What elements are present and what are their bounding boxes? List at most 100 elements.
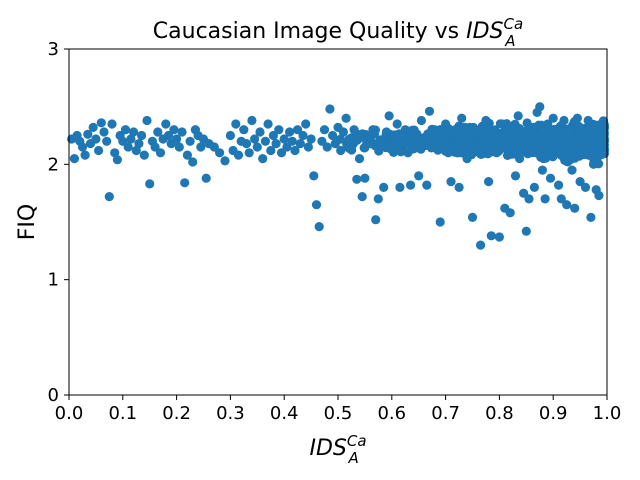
scatter-point	[282, 142, 292, 152]
x-tick-label: 0.7	[431, 403, 460, 424]
scatter-point	[177, 127, 187, 137]
scatter-point	[443, 148, 453, 158]
scatter-point	[411, 139, 421, 149]
scatter-point	[220, 156, 230, 166]
scatter-point	[513, 111, 523, 121]
y-tick-label: 0	[48, 385, 59, 406]
chart-title: Caucasian Image Quality vs IDSCa A	[153, 15, 523, 50]
scatter-point	[476, 240, 486, 250]
scatter-point	[524, 194, 534, 204]
scatter-point	[271, 139, 281, 149]
scatter-point	[247, 115, 257, 126]
scatter-point	[519, 188, 529, 198]
scatter-point	[150, 142, 160, 152]
scatter-point	[492, 148, 502, 158]
scatter-point	[467, 212, 478, 222]
scatter-point	[102, 136, 112, 146]
scatter-point	[584, 134, 594, 144]
scatter-point	[376, 136, 386, 146]
scatter-point	[396, 147, 406, 157]
scatter-point	[403, 148, 413, 158]
scatter-point	[349, 125, 359, 135]
scatter-point	[430, 125, 440, 135]
scatter-point	[398, 136, 408, 146]
scatter-point	[556, 194, 566, 204]
scatter-point	[241, 139, 252, 149]
scatter-point	[250, 134, 260, 144]
scatter-point	[567, 165, 577, 175]
scatter-point	[540, 194, 550, 204]
scatter-point	[505, 208, 515, 218]
scatter-point	[182, 150, 192, 160]
scatter-point	[231, 119, 241, 129]
scatter-point	[594, 190, 604, 201]
scatter-point	[597, 122, 607, 132]
x-tick-label: 0.6	[377, 403, 406, 424]
scatter-point	[360, 173, 370, 183]
scatter-point	[112, 155, 122, 165]
scatter-point	[564, 125, 574, 135]
scatter-point	[99, 127, 109, 137]
x-axis-label: IDSCa A	[309, 432, 366, 467]
scatter-point	[69, 154, 79, 164]
scatter-point	[574, 121, 584, 131]
scatter-point	[575, 177, 585, 187]
scatter-point	[225, 130, 235, 141]
scatter-point	[365, 139, 375, 149]
scatter-point	[311, 200, 322, 210]
plot-area	[67, 48, 609, 396]
scatter-point	[319, 125, 330, 135]
scatter-point	[562, 200, 572, 210]
scatter-point	[459, 134, 469, 144]
scatter-point	[387, 142, 397, 152]
scatter-point	[392, 119, 402, 129]
scatter-point	[346, 142, 356, 152]
scatter-point	[163, 130, 174, 141]
scatter-point	[137, 130, 147, 141]
x-axis-label-symbol: IDS	[309, 436, 346, 461]
scatter-point	[293, 125, 303, 135]
scatter-point	[209, 142, 219, 152]
scatter-point	[110, 148, 120, 158]
scatter-point	[303, 142, 313, 152]
x-tick-label: 0.9	[539, 403, 568, 424]
scatter-point	[539, 140, 550, 150]
scatter-point	[548, 113, 558, 123]
scatter-point	[80, 150, 90, 160]
scatter-point	[381, 127, 391, 137]
scatter-point	[145, 179, 155, 189]
scatter-point	[559, 115, 569, 126]
scatter-point	[196, 142, 206, 152]
scatter-point	[438, 130, 448, 141]
scatter-point	[91, 134, 101, 144]
scatter-point	[285, 127, 295, 137]
scatter-point	[494, 232, 504, 242]
scatter-point	[290, 145, 300, 156]
scatter-point	[301, 119, 311, 129]
scatter-point	[570, 203, 580, 213]
scatter-point	[502, 139, 513, 149]
scatter-point	[309, 171, 319, 181]
scatter-point	[451, 139, 461, 149]
scatter-point	[476, 147, 486, 157]
scatter-point	[266, 145, 276, 156]
scatter-point	[123, 142, 133, 152]
x-tick-label: 0.3	[216, 403, 245, 424]
chart-title-symbol: IDS	[466, 19, 503, 44]
scatter-point	[139, 150, 149, 160]
scatter-point	[174, 142, 184, 152]
scatter-point	[322, 142, 332, 152]
scatter-point	[560, 155, 570, 165]
scatter-point	[586, 212, 596, 222]
y-axis-label: FIQ	[15, 204, 40, 240]
scatter-point	[446, 177, 456, 187]
scatter-point	[330, 139, 340, 149]
scatter-point	[371, 215, 381, 225]
scatter-point	[233, 150, 244, 160]
scatter-point	[142, 115, 152, 126]
scatter-point	[287, 136, 297, 146]
scatter-point	[583, 115, 593, 126]
scatter-point	[379, 182, 389, 192]
scatter-point	[435, 217, 445, 227]
scatter-point	[260, 136, 270, 146]
